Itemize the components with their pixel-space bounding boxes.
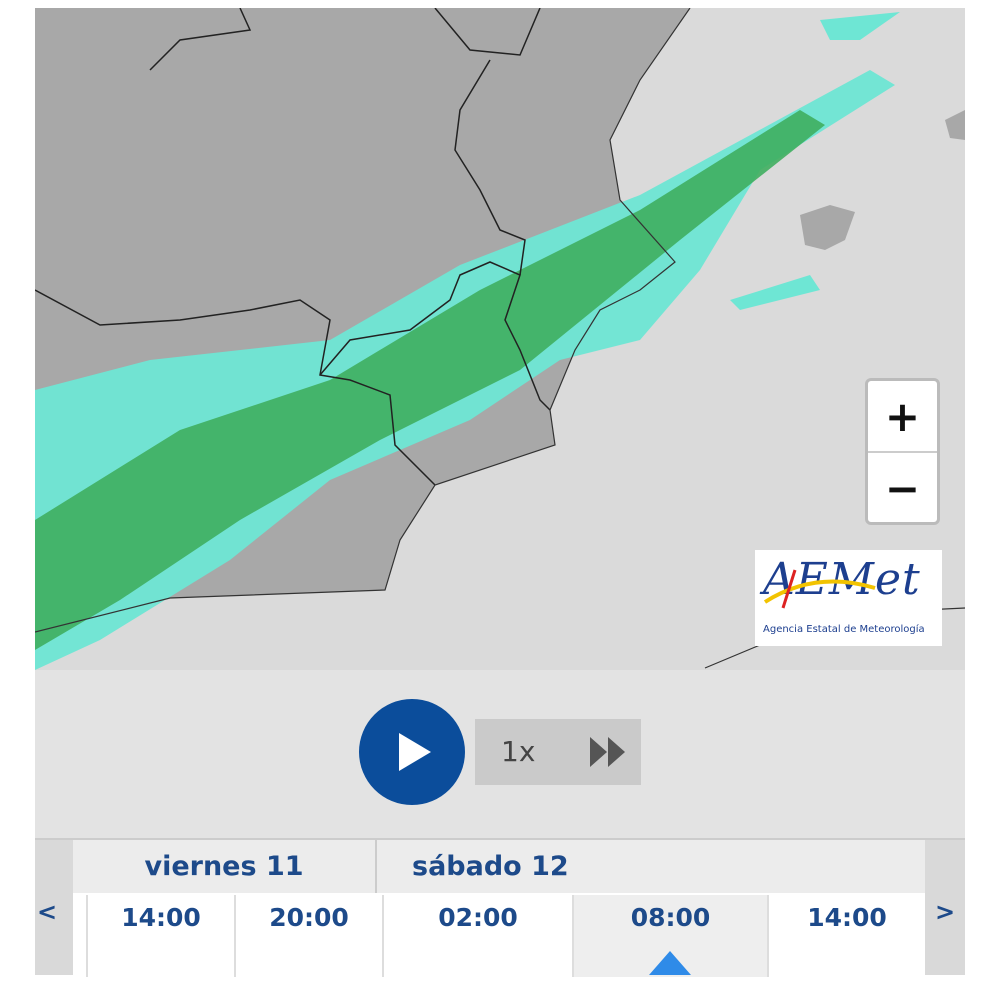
logo-swoosh xyxy=(763,569,876,609)
hour[interactable]: 14:00 xyxy=(86,895,234,977)
hour[interactable]: 02:00 xyxy=(382,895,572,977)
map[interactable] xyxy=(35,8,965,670)
rain-light xyxy=(730,275,820,310)
speed-box[interactable]: 1x xyxy=(475,719,641,785)
current-marker xyxy=(649,951,691,975)
border xyxy=(319,261,551,411)
player-controls: 1x xyxy=(35,670,965,838)
logo-title: AEMet xyxy=(763,554,921,605)
timeline-left xyxy=(35,840,73,975)
day-label: sábado 12 xyxy=(412,851,569,882)
play-button[interactable] xyxy=(359,699,465,805)
next[interactable]: > xyxy=(935,898,956,926)
timeline: viernes 11 sábado 12 < > 14:00 20:00 02:… xyxy=(35,838,965,977)
rain-light xyxy=(820,12,900,40)
zoom-out[interactable]: − xyxy=(884,463,921,513)
speed: 1x xyxy=(501,735,536,768)
island xyxy=(800,205,855,250)
day-row xyxy=(73,840,925,893)
zoom-in[interactable]: + xyxy=(868,381,937,453)
hour[interactable]: 20:00 xyxy=(234,895,382,977)
prev[interactable]: < xyxy=(37,898,58,926)
logo: AEMet Agencia Estatal de Meteorología xyxy=(755,550,942,646)
zoom-control: + − xyxy=(865,378,940,525)
day-divider xyxy=(375,840,377,893)
coastline xyxy=(35,8,691,633)
border xyxy=(149,8,252,71)
border xyxy=(434,8,541,56)
border xyxy=(454,59,526,276)
hour[interactable]: 14:00 xyxy=(767,895,925,977)
island xyxy=(945,110,965,140)
day-label: viernes 11 xyxy=(144,851,304,882)
timeline-right xyxy=(925,840,965,975)
border xyxy=(35,289,436,486)
rain-moderate xyxy=(35,110,825,650)
fast-forward[interactable] xyxy=(590,737,626,767)
logo-subtitle: Agencia Estatal de Meteorología xyxy=(763,624,925,635)
